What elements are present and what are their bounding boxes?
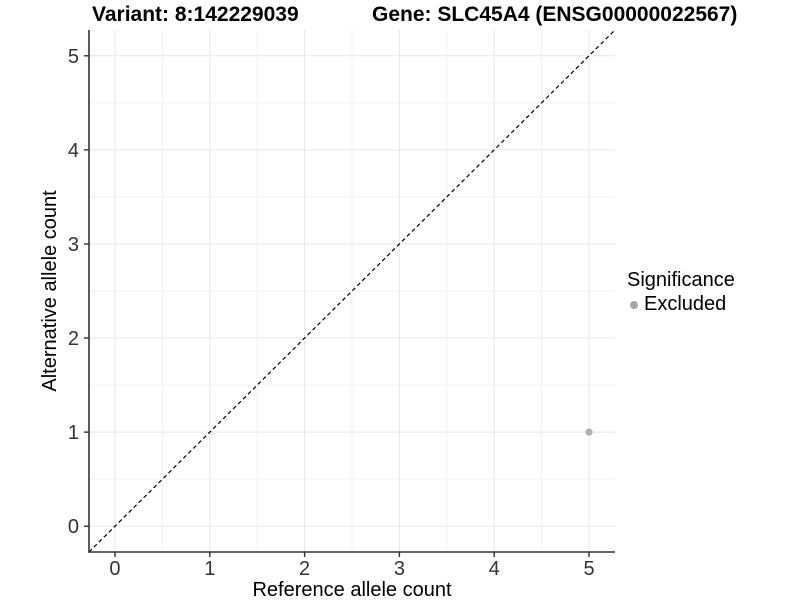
legend-point-icon: [630, 300, 638, 309]
axes: 0 1 2 3 4 5 0 1 2 3 4 5: [68, 30, 615, 580]
x-tick-label: 2: [299, 558, 310, 580]
plot-title-gene: Gene: SLC45A4 (ENSG00000022567): [372, 3, 738, 26]
x-tick-label: 0: [109, 558, 120, 580]
data-points: [585, 428, 593, 436]
legend-item-label: Excluded: [644, 293, 727, 315]
y-tick-label: 0: [68, 516, 79, 538]
y-tick-label: 3: [68, 234, 79, 256]
y-tick-label: 5: [68, 46, 79, 68]
data-point: [585, 428, 593, 436]
y-tick-label: 2: [68, 328, 79, 350]
y-tick-label: 4: [68, 140, 79, 162]
y-axis-title: Alternative allele count: [39, 190, 61, 392]
identity-line: [88, 29, 616, 553]
x-tick-label: 5: [583, 558, 594, 580]
x-tick-label: 1: [204, 558, 215, 580]
legend-title: Significance: [627, 269, 735, 291]
plot-title-variant: Variant: 8:142229039: [92, 3, 299, 26]
legend: Significance Excluded: [627, 269, 735, 316]
identity-line-group: [88, 29, 616, 553]
x-tick-label: 3: [394, 558, 405, 580]
legend-item-excluded: Excluded: [627, 293, 735, 316]
y-tick-label: 1: [68, 422, 79, 444]
x-axis-title: Reference allele count: [252, 579, 451, 600]
x-tick-label: 4: [489, 558, 500, 580]
gridlines: [89, 30, 615, 552]
